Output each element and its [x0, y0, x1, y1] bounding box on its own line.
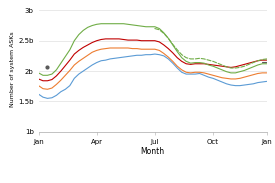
X-axis label: Month: Month [141, 147, 165, 156]
Y-axis label: Number of system ASKs: Number of system ASKs [10, 32, 15, 107]
